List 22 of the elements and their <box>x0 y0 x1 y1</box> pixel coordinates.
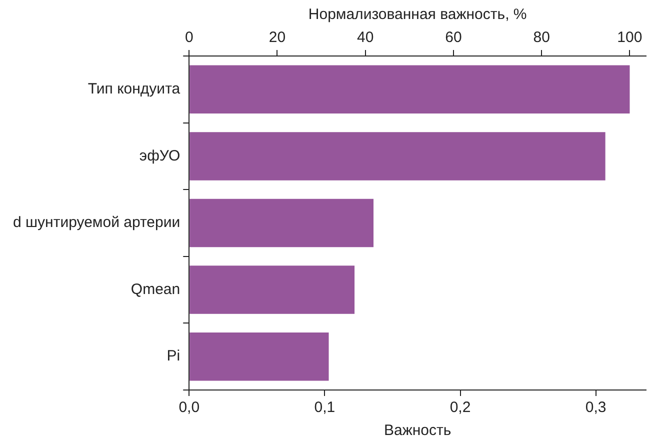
bar <box>190 65 630 114</box>
x2-axis-title: Нормализованная важность, % <box>308 6 527 24</box>
x2-tick-label: 80 <box>533 29 550 46</box>
bar <box>190 332 329 381</box>
y-tick-label: Qmean <box>130 280 180 298</box>
y-tick-label: эфУО <box>139 147 180 164</box>
bar <box>190 266 355 314</box>
x2-tick-label: 0 <box>184 29 194 46</box>
x2-tick-label: 100 <box>617 29 642 46</box>
x2-tick-label: 20 <box>268 29 286 46</box>
x2-tick-label: 60 <box>445 29 462 46</box>
y-tick-label: Pi <box>166 348 180 365</box>
bar <box>190 198 374 248</box>
y-tick-label: Тип кондуита <box>88 80 181 98</box>
x-tick-label: 0,3 <box>585 399 606 416</box>
y-tick-label: d шунтируемой артерии <box>13 214 180 232</box>
x2-tick-label: 40 <box>357 29 374 46</box>
x-tick-label: 0,1 <box>314 399 336 416</box>
x-tick-label: 0,0 <box>178 399 200 416</box>
bar <box>190 132 606 180</box>
x-tick-label: 0,2 <box>450 399 471 416</box>
x-axis-title: Важность <box>384 422 452 440</box>
